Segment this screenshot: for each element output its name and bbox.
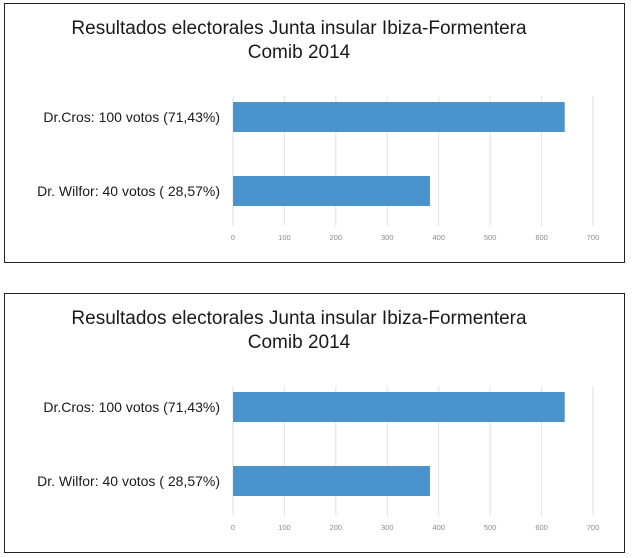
- chart-panel-top: Resultados electorales Junta insular Ibi…: [4, 3, 625, 263]
- chart-title-line: Comib 2014: [248, 42, 351, 63]
- chart-title-line: Resultados electorales Junta insular Ibi…: [71, 18, 527, 39]
- x-tick-label: 700: [587, 233, 600, 242]
- x-tick-label: 400: [432, 233, 445, 242]
- x-tick-label: 700: [587, 523, 600, 532]
- bar: [233, 392, 565, 422]
- category-label: Dr.Cros: 100 votos (71,43%): [43, 399, 220, 415]
- category-label: Dr.Cros: 100 votos (71,43%): [43, 109, 220, 125]
- category-label: Dr. Wilfor: 40 votos ( 28,57%): [37, 473, 220, 489]
- chart-title-line: Comib 2014: [248, 332, 351, 353]
- x-tick-label: 300: [381, 233, 394, 242]
- x-tick-label: 100: [278, 233, 291, 242]
- x-tick-label: 600: [535, 523, 548, 532]
- x-tick-label: 200: [330, 233, 343, 242]
- category-label: Dr. Wilfor: 40 votos ( 28,57%): [37, 183, 220, 199]
- bar-chart-bottom: Resultados electorales Junta insular Ibi…: [37, 308, 600, 532]
- bar: [233, 176, 430, 206]
- x-tick-label: 0: [231, 523, 235, 532]
- x-tick-label: 100: [278, 523, 291, 532]
- bar: [233, 102, 565, 132]
- x-tick-label: 0: [231, 233, 235, 242]
- chart-panel-bottom: Resultados electorales Junta insular Ibi…: [4, 293, 625, 553]
- x-tick-label: 600: [535, 233, 548, 242]
- bar-chart-top: Resultados electorales Junta insular Ibi…: [37, 18, 600, 242]
- x-tick-label: 400: [432, 523, 445, 532]
- chart-title-line: Resultados electorales Junta insular Ibi…: [71, 308, 527, 329]
- x-tick-label: 500: [484, 233, 497, 242]
- bar: [233, 466, 430, 496]
- x-tick-label: 500: [484, 523, 497, 532]
- x-tick-label: 300: [381, 523, 394, 532]
- x-tick-label: 200: [330, 523, 343, 532]
